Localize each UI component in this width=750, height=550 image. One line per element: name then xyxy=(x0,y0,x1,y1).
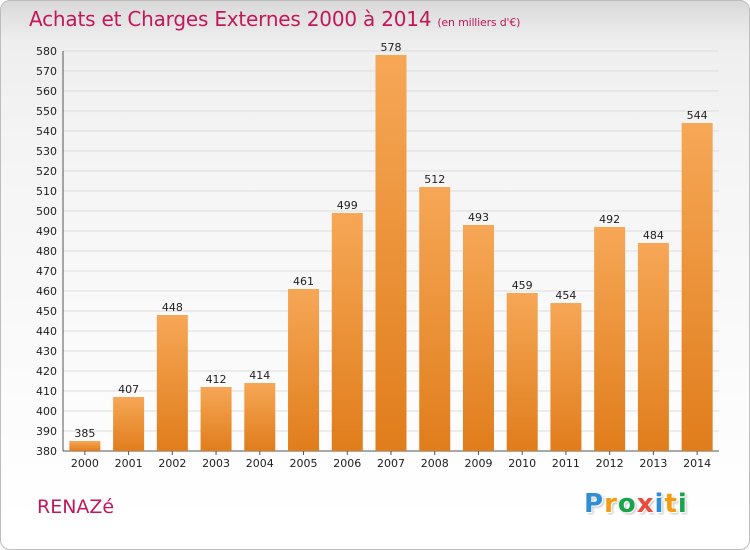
x-tick-label: 2000 xyxy=(71,457,99,470)
commune-name: RENAZé xyxy=(37,496,115,518)
bar-2010 xyxy=(506,293,538,451)
y-tick-label: 480 xyxy=(36,245,57,258)
y-tick-label: 470 xyxy=(36,265,57,278)
logo-letter: r xyxy=(604,489,618,519)
x-tick-label: 2005 xyxy=(290,457,318,470)
logo-letter: x xyxy=(636,489,655,519)
x-tick-label: 2001 xyxy=(115,457,143,470)
y-tick-label: 570 xyxy=(36,65,57,78)
x-tick-label: 2014 xyxy=(683,457,711,470)
y-tick-labels: 380 390 400 410 420 430 440 450 460 470 480 490 500 5… xyxy=(36,45,57,458)
data-label: 544 xyxy=(687,109,708,122)
bar-2000 xyxy=(69,441,101,451)
x-tick-label: 2011 xyxy=(552,457,580,470)
data-label: 412 xyxy=(206,373,227,386)
bar-2002 xyxy=(156,315,188,451)
x-tick-label: 2008 xyxy=(421,457,449,470)
y-tick-label: 430 xyxy=(36,345,57,358)
x-tick-label: 2006 xyxy=(333,457,361,470)
bar-2014 xyxy=(681,123,713,451)
data-label: 512 xyxy=(424,173,445,186)
x-tick-label: 2007 xyxy=(377,457,405,470)
logo-letter: o xyxy=(617,489,637,519)
chart-title: Achats et Charges Externes 2000 à 2014 (e… xyxy=(29,7,520,31)
data-label: 454 xyxy=(555,289,576,302)
bar-2004 xyxy=(244,383,276,451)
y-tick-label: 510 xyxy=(36,185,57,198)
title-text: Achats et Charges Externes 2000 à 2014 xyxy=(29,7,432,31)
logo-letter: t xyxy=(664,489,678,519)
data-label: 578 xyxy=(381,41,402,54)
bars xyxy=(69,55,713,451)
data-label: 407 xyxy=(118,383,139,396)
data-label: 385 xyxy=(74,427,95,440)
y-tick-label: 540 xyxy=(36,125,57,138)
data-label: 459 xyxy=(512,279,533,292)
x-tick-labels: 2000 2001 2002 2003 2004 2005 2006 2007 2008 2009… xyxy=(71,451,711,470)
x-tick-label: 2009 xyxy=(464,457,492,470)
data-label: 499 xyxy=(337,199,358,212)
unit-label: (en milliers d'€) xyxy=(437,16,521,29)
y-tick-label: 460 xyxy=(36,285,57,298)
x-tick-label: 2002 xyxy=(158,457,186,470)
proxiti-logo: Proxiti xyxy=(584,489,688,519)
x-tick-label: 2012 xyxy=(596,457,624,470)
x-tick-label: 2013 xyxy=(639,457,667,470)
y-tick-label: 550 xyxy=(36,105,57,118)
y-tick-label: 380 xyxy=(36,445,57,458)
bar-2008 xyxy=(419,187,451,451)
y-tick-label: 400 xyxy=(36,405,57,418)
data-label: 493 xyxy=(468,211,489,224)
bar-2003 xyxy=(200,387,232,451)
data-label: 492 xyxy=(599,213,620,226)
y-tick-label: 500 xyxy=(36,205,57,218)
data-label: 461 xyxy=(293,275,314,288)
y-tick-label: 450 xyxy=(36,305,57,318)
y-tick-label: 530 xyxy=(36,145,57,158)
logo-letter: i xyxy=(677,489,688,519)
bar-2012 xyxy=(594,227,626,451)
y-tick-label: 490 xyxy=(36,225,57,238)
logo-letter: P xyxy=(584,489,605,519)
data-labels: 385 407 448 412 414 461 499 578 512 493 459 454 492 4… xyxy=(74,41,707,440)
y-tick-label: 410 xyxy=(36,385,57,398)
data-label: 414 xyxy=(249,369,270,382)
x-tick-label: 2010 xyxy=(508,457,536,470)
bar-2007 xyxy=(375,55,407,451)
y-tick-label: 440 xyxy=(36,325,57,338)
bar-2005 xyxy=(288,289,320,451)
y-tick-label: 520 xyxy=(36,165,57,178)
x-tick-label: 2003 xyxy=(202,457,230,470)
y-tick-label: 390 xyxy=(36,425,57,438)
bar-2011 xyxy=(550,303,582,451)
logo-letter: i xyxy=(654,489,665,519)
bar-2006 xyxy=(331,213,363,451)
x-tick-label: 2004 xyxy=(246,457,274,470)
bar-2009 xyxy=(462,225,494,451)
y-tick-label: 560 xyxy=(36,85,57,98)
y-tick-label: 580 xyxy=(36,45,57,58)
bar-2001 xyxy=(113,397,145,451)
bar-2013 xyxy=(637,243,669,451)
data-label: 484 xyxy=(643,229,664,242)
y-tick-label: 420 xyxy=(36,365,57,378)
data-label: 448 xyxy=(162,301,183,314)
